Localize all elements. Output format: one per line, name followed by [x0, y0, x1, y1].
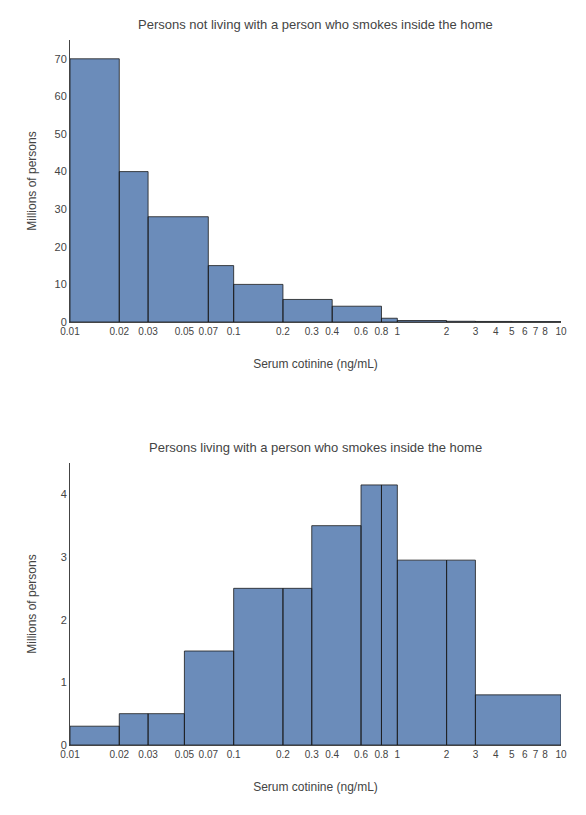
svg-text:4: 4 [493, 749, 499, 760]
svg-text:0.6: 0.6 [354, 749, 368, 760]
svg-text:30: 30 [55, 203, 67, 215]
svg-text:5: 5 [509, 326, 515, 337]
svg-text:3: 3 [473, 749, 479, 760]
svg-text:2: 2 [61, 614, 67, 626]
svg-text:40: 40 [55, 165, 67, 177]
svg-text:0.05: 0.05 [175, 749, 195, 760]
svg-text:20: 20 [55, 241, 67, 253]
svg-text:0.8: 0.8 [375, 326, 389, 337]
svg-text:0.05: 0.05 [175, 326, 195, 337]
svg-text:0.01: 0.01 [60, 326, 80, 337]
svg-text:0.3: 0.3 [305, 749, 319, 760]
svg-text:0.4: 0.4 [325, 749, 339, 760]
svg-text:10: 10 [55, 278, 67, 290]
svg-text:0.02: 0.02 [110, 749, 130, 760]
svg-text:0.02: 0.02 [110, 326, 130, 337]
svg-text:0.4: 0.4 [325, 326, 339, 337]
svg-text:0.03: 0.03 [138, 749, 158, 760]
svg-text:Persons living with a person w: Persons living with a person who smokes … [149, 440, 482, 455]
svg-text:2: 2 [444, 326, 450, 337]
svg-text:7: 7 [533, 326, 539, 337]
svg-text:Millions of persons: Millions of persons [25, 131, 39, 230]
svg-text:1: 1 [395, 749, 401, 760]
svg-text:0.1: 0.1 [227, 749, 241, 760]
svg-text:1: 1 [395, 326, 401, 337]
svg-text:10: 10 [555, 326, 567, 337]
svg-text:0.2: 0.2 [276, 326, 290, 337]
svg-text:0.6: 0.6 [354, 326, 368, 337]
svg-text:2: 2 [444, 749, 450, 760]
svg-text:4: 4 [493, 326, 499, 337]
svg-text:0: 0 [61, 316, 67, 328]
svg-text:6: 6 [522, 326, 528, 337]
svg-text:0.8: 0.8 [375, 749, 389, 760]
svg-text:5: 5 [509, 749, 515, 760]
svg-text:Millions of persons: Millions of persons [25, 554, 39, 653]
svg-text:6: 6 [522, 749, 528, 760]
svg-text:0.01: 0.01 [60, 749, 80, 760]
svg-text:0.1: 0.1 [227, 326, 241, 337]
svg-text:3: 3 [473, 326, 479, 337]
svg-text:0: 0 [61, 739, 67, 751]
svg-text:Serum cotinine (ng/mL): Serum cotinine (ng/mL) [253, 357, 378, 371]
svg-text:8: 8 [542, 326, 548, 337]
svg-text:4: 4 [61, 488, 67, 500]
svg-text:50: 50 [55, 128, 67, 140]
svg-text:7: 7 [533, 749, 539, 760]
svg-text:0.07: 0.07 [199, 749, 219, 760]
svg-text:70: 70 [55, 53, 67, 65]
svg-text:3: 3 [61, 551, 67, 563]
svg-text:1: 1 [61, 676, 67, 688]
svg-text:Serum cotinine (ng/mL): Serum cotinine (ng/mL) [253, 780, 378, 794]
svg-text:0.07: 0.07 [199, 326, 219, 337]
svg-text:0.03: 0.03 [138, 326, 158, 337]
svg-text:8: 8 [542, 749, 548, 760]
svg-text:0.3: 0.3 [305, 326, 319, 337]
svg-text:0.2: 0.2 [276, 749, 290, 760]
svg-text:10: 10 [555, 749, 567, 760]
svg-text:60: 60 [55, 90, 67, 102]
svg-text:Persons not living with a pers: Persons not living with a person who smo… [138, 17, 493, 32]
